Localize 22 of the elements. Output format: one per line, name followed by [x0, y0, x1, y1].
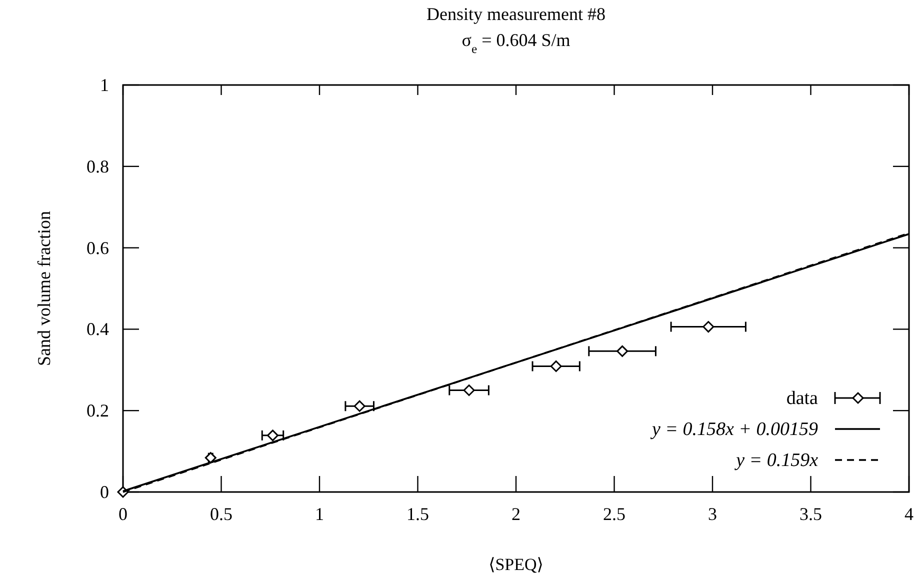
x-tick-label: 3.5: [800, 504, 822, 524]
legend-label: y = 0.158x + 0.00159: [650, 419, 818, 440]
x-tick-label: 1.5: [406, 504, 429, 524]
x-tick-label: 4: [904, 504, 914, 524]
y-axis-title: Sand volume fraction: [34, 211, 54, 366]
legend-label: y = 0.159x: [734, 450, 819, 471]
x-axis-title: ⟨SPEQ⟩: [488, 555, 544, 574]
y-tick-label: 0.6: [86, 238, 109, 258]
y-tick-label: 1: [100, 75, 109, 95]
y-tick-label: 0.4: [86, 319, 109, 340]
x-tick-label: 0.5: [210, 504, 232, 524]
y-tick-label: 0.2: [86, 400, 109, 421]
y-tick-label: 0: [100, 482, 109, 502]
chart-subtitle: σ$_{e}$ = 0.604 S/m: [462, 30, 570, 56]
x-tick-label: 3: [708, 504, 717, 524]
y-tick-label: 0.8: [86, 156, 109, 176]
x-tick-label: 2.5: [603, 504, 626, 524]
legend-label: data: [786, 388, 819, 409]
x-tick-label: 1: [315, 504, 324, 524]
x-tick-label: 0: [118, 504, 128, 524]
x-tick-label: 2: [512, 504, 520, 524]
chart-title: Density measurement #8: [426, 4, 606, 24]
